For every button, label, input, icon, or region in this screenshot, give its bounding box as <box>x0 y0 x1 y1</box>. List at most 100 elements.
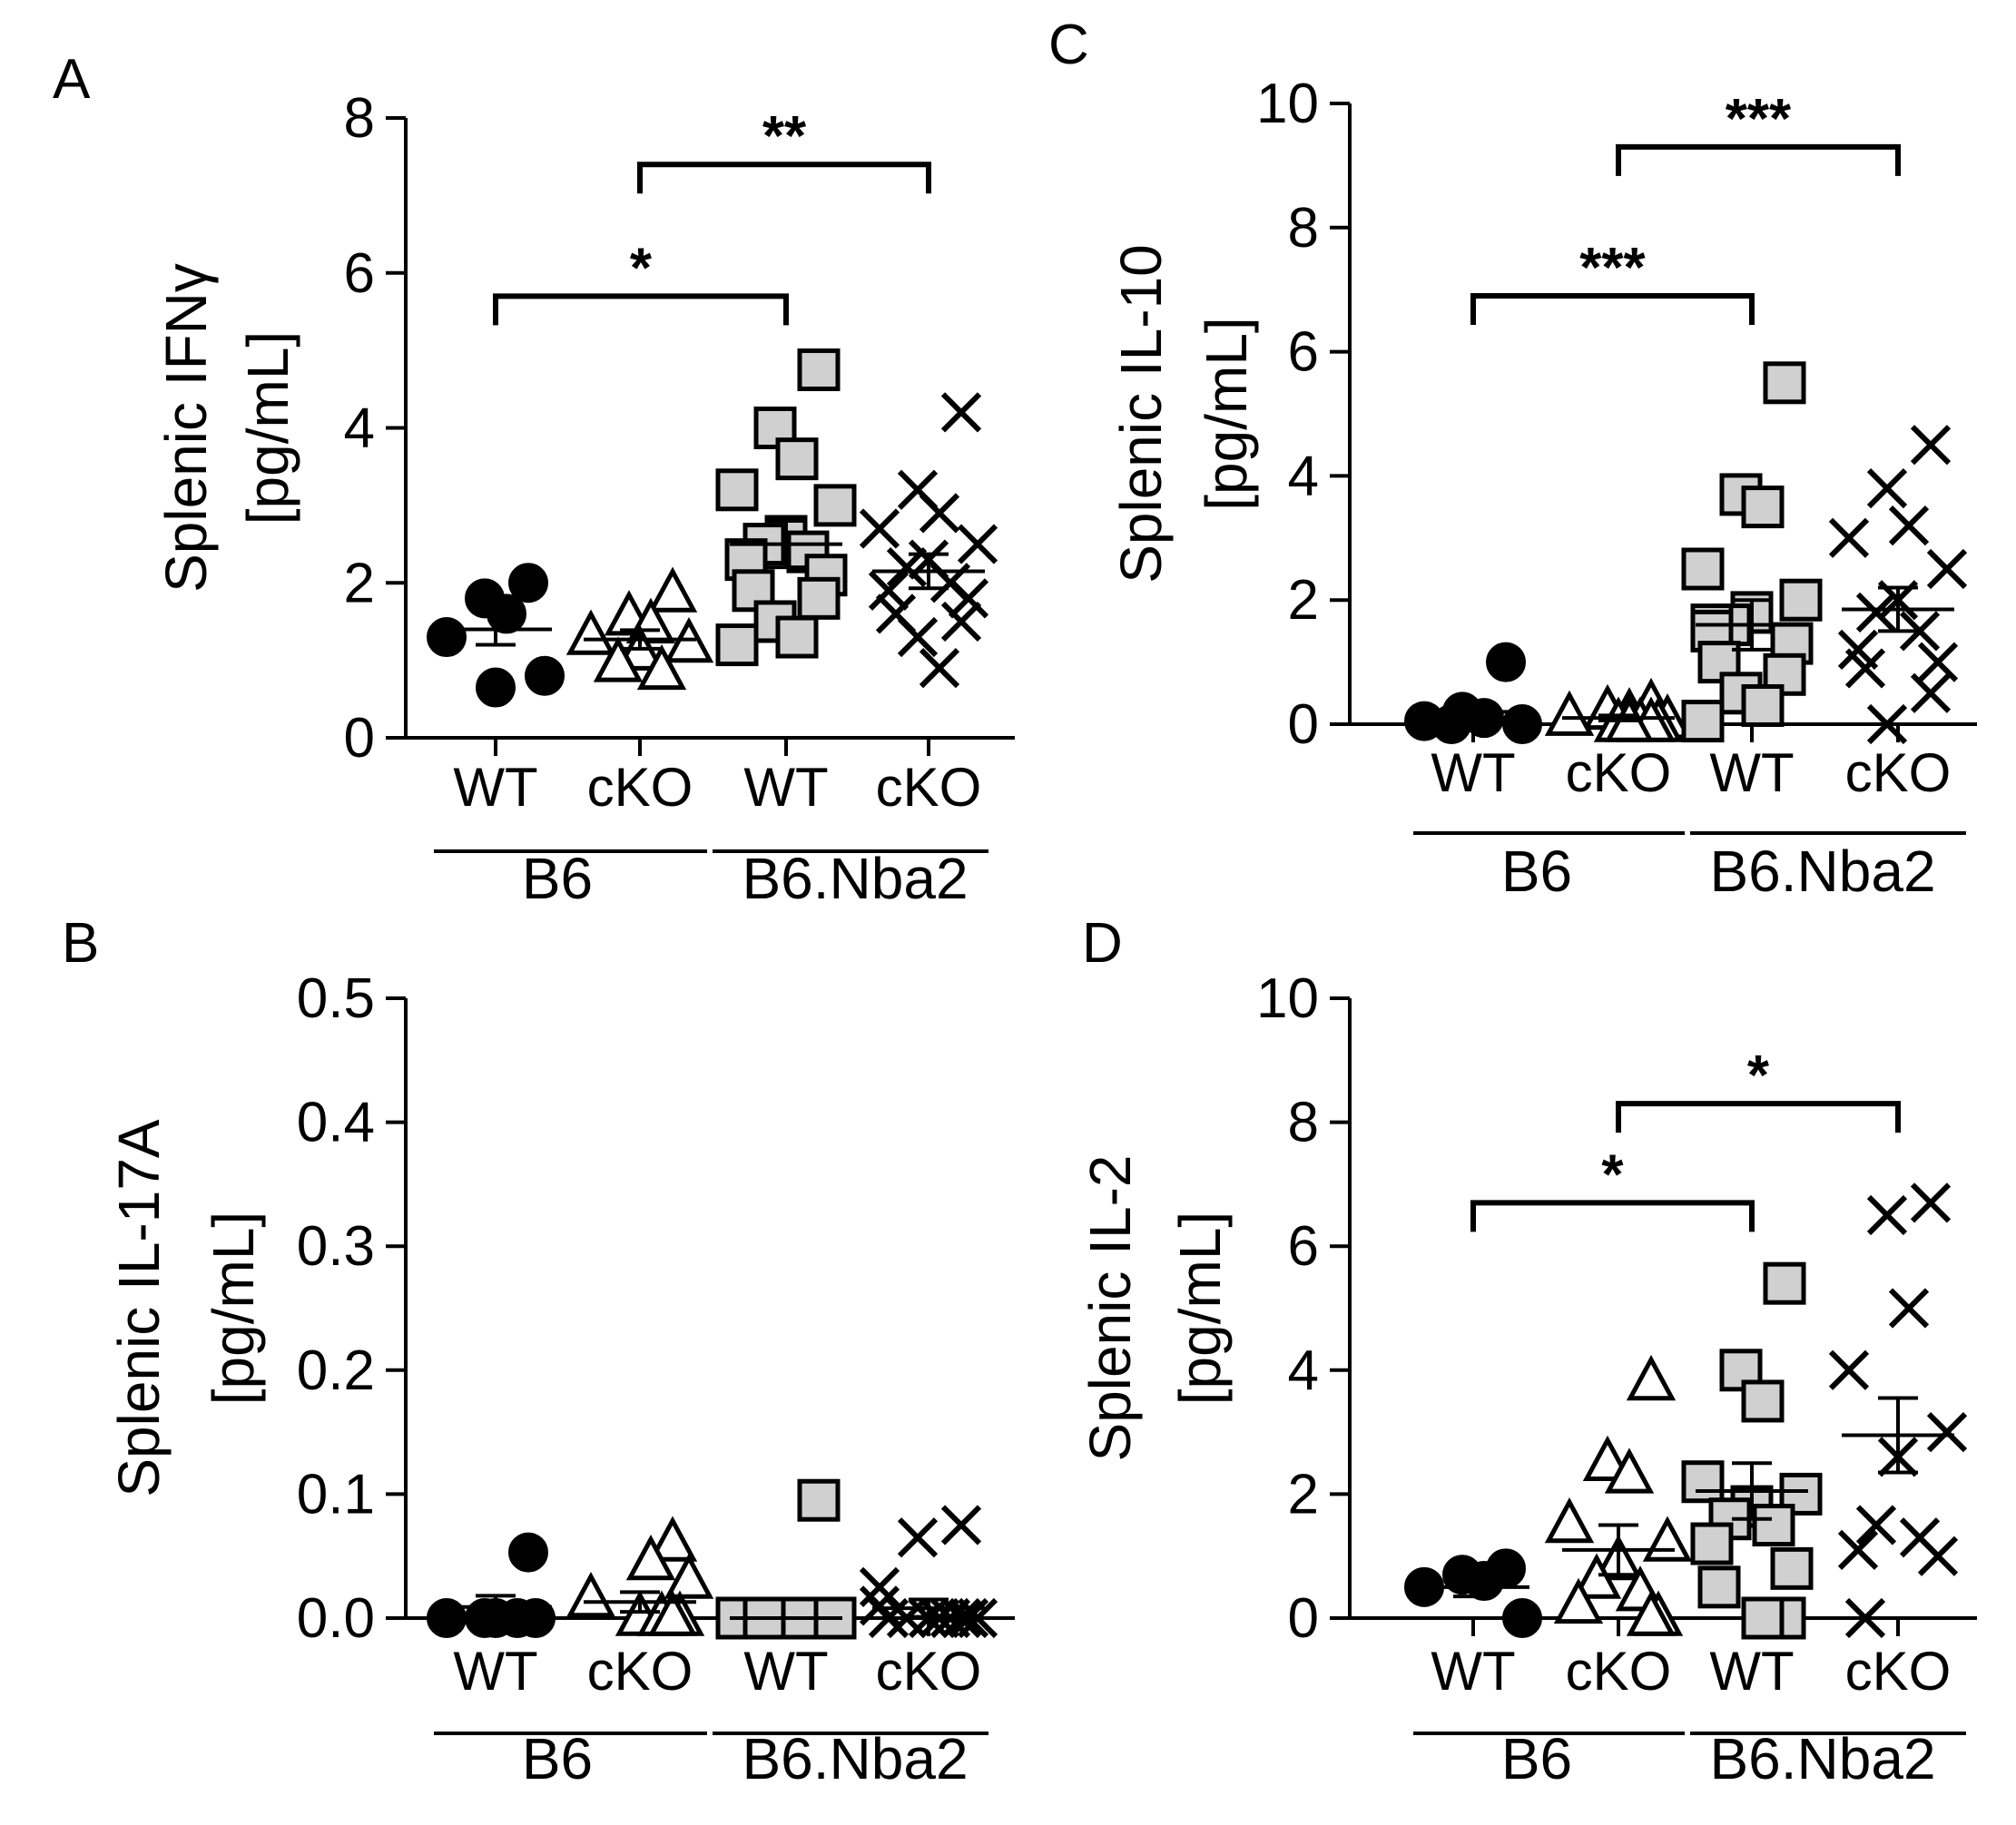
y-tick-label: 4 <box>1288 445 1319 507</box>
data-point <box>664 1553 714 1599</box>
group-label: B6.Nba2 <box>1709 839 1935 904</box>
data-point <box>957 524 998 564</box>
x-category-label: cKO <box>876 757 982 818</box>
series-b6-cko <box>565 1516 714 1636</box>
series-b6-cko <box>1544 677 1693 742</box>
y-tick-label: 2 <box>1288 1463 1319 1526</box>
data-point <box>1486 642 1526 682</box>
data-point <box>1770 1546 1814 1590</box>
y-tick-label: 8 <box>1288 1092 1319 1154</box>
y-tick-label: 6 <box>1288 321 1319 384</box>
y-axis-unit: [pg/mL] <box>201 1212 266 1405</box>
data-point <box>948 578 989 619</box>
panel-letter: A <box>53 48 91 111</box>
data-point <box>1917 642 1959 682</box>
data-point <box>1741 683 1785 727</box>
data-point <box>1464 698 1504 739</box>
panel-letter: B <box>62 912 99 975</box>
y-tick-label: 6 <box>1288 1215 1319 1278</box>
data-point <box>1855 592 1897 633</box>
data-point <box>797 348 841 391</box>
y-tick-label: 0 <box>1288 1587 1319 1650</box>
data-point <box>1828 517 1870 558</box>
data-point <box>940 601 982 643</box>
data-point <box>1910 672 1952 713</box>
data-point <box>1626 1354 1677 1401</box>
y-tick-label: 6 <box>344 242 375 305</box>
y-tick-label: 0.3 <box>297 1215 375 1278</box>
series-b6-nba2-cko <box>859 392 998 689</box>
data-point <box>1553 1577 1604 1624</box>
significance-bracket <box>1470 293 1755 326</box>
panel-d: D 0 2 4 6 8 10 Splenic IL-2 [pg/mL] WT cKO WT cKO B6 B… <box>1077 912 1977 1791</box>
x-category-label: cKO <box>1845 742 1952 803</box>
data-point <box>868 570 910 611</box>
data-point <box>775 437 819 481</box>
y-tick-label: 8 <box>344 87 375 150</box>
data-point <box>1502 1598 1542 1638</box>
data-point <box>1681 547 1725 591</box>
data-point <box>1544 690 1595 736</box>
data-point <box>1844 648 1886 689</box>
panel-letter: D <box>1082 912 1123 975</box>
y-axis-title: Splenic IL-10 <box>1108 244 1174 584</box>
data-point <box>1917 1536 1959 1576</box>
data-point <box>1690 1522 1734 1565</box>
x-category-label: WT <box>743 1641 828 1702</box>
data-point <box>940 1505 982 1545</box>
x-category-label: cKO <box>876 1641 982 1702</box>
data-point <box>1844 1597 1886 1639</box>
data-point <box>1502 704 1542 744</box>
data-point <box>1642 1516 1693 1562</box>
x-category-label: cKO <box>1566 1641 1672 1702</box>
data-point <box>957 1597 998 1639</box>
y-tick-label: 2 <box>344 552 375 614</box>
significance-label: * <box>1747 1045 1770 1107</box>
y-tick-label: 2 <box>1288 569 1319 632</box>
panel-b: B 0.0 0.1 0.2 0.3 0.4 0.5 Splenic IL-17A [pg/mL]… <box>62 912 1015 1791</box>
x-category-label: WT <box>743 757 828 818</box>
group-label: B6.Nba2 <box>742 846 968 911</box>
y-tick-label: 8 <box>1288 197 1319 260</box>
y-tick-label: 0 <box>1288 693 1319 756</box>
data-point <box>565 1571 616 1618</box>
data-point <box>1910 425 1952 466</box>
data-point <box>1431 704 1471 744</box>
group-label: B6.Nba2 <box>1709 1726 1935 1791</box>
series-b6-nba2-wt <box>715 1478 857 1640</box>
data-point <box>1626 1590 1677 1636</box>
data-point <box>625 1534 676 1581</box>
y-tick-label: 0.5 <box>297 967 375 1030</box>
data-point <box>565 609 616 655</box>
x-category-label: WT <box>453 757 537 818</box>
data-point <box>636 643 687 691</box>
x-category-label: cKO <box>1845 1641 1952 1702</box>
series-b6-nba2-cko <box>859 1505 998 1639</box>
data-point <box>525 655 565 696</box>
series-b6-wt <box>427 1532 556 1638</box>
data-point <box>868 1597 910 1639</box>
data-point <box>1763 361 1806 405</box>
data-point <box>1681 1460 1725 1504</box>
data-point <box>1571 1553 1622 1599</box>
series-b6-nba2-wt <box>1681 361 1823 743</box>
data-point <box>897 616 939 658</box>
group-label: B6 <box>1501 839 1572 904</box>
data-point <box>775 615 819 659</box>
significance-bracket <box>493 293 789 326</box>
data-point <box>948 1597 989 1639</box>
y-tick-label: 0.2 <box>297 1339 375 1402</box>
series-b6-nba2-wt <box>1681 1261 1823 1640</box>
group-label: B6 <box>1501 1726 1572 1791</box>
data-point <box>1741 1379 1785 1423</box>
data-point <box>919 493 960 534</box>
series-b6-wt <box>1404 642 1542 744</box>
data-point <box>1910 1182 1952 1223</box>
data-point <box>813 484 857 527</box>
significance-bracket <box>1470 1200 1755 1232</box>
y-tick-label: 0.1 <box>297 1463 375 1526</box>
y-tick-label: 4 <box>344 397 375 460</box>
data-point <box>1899 611 1941 652</box>
x-category-label: WT <box>1709 1641 1794 1702</box>
data-point <box>732 569 775 613</box>
